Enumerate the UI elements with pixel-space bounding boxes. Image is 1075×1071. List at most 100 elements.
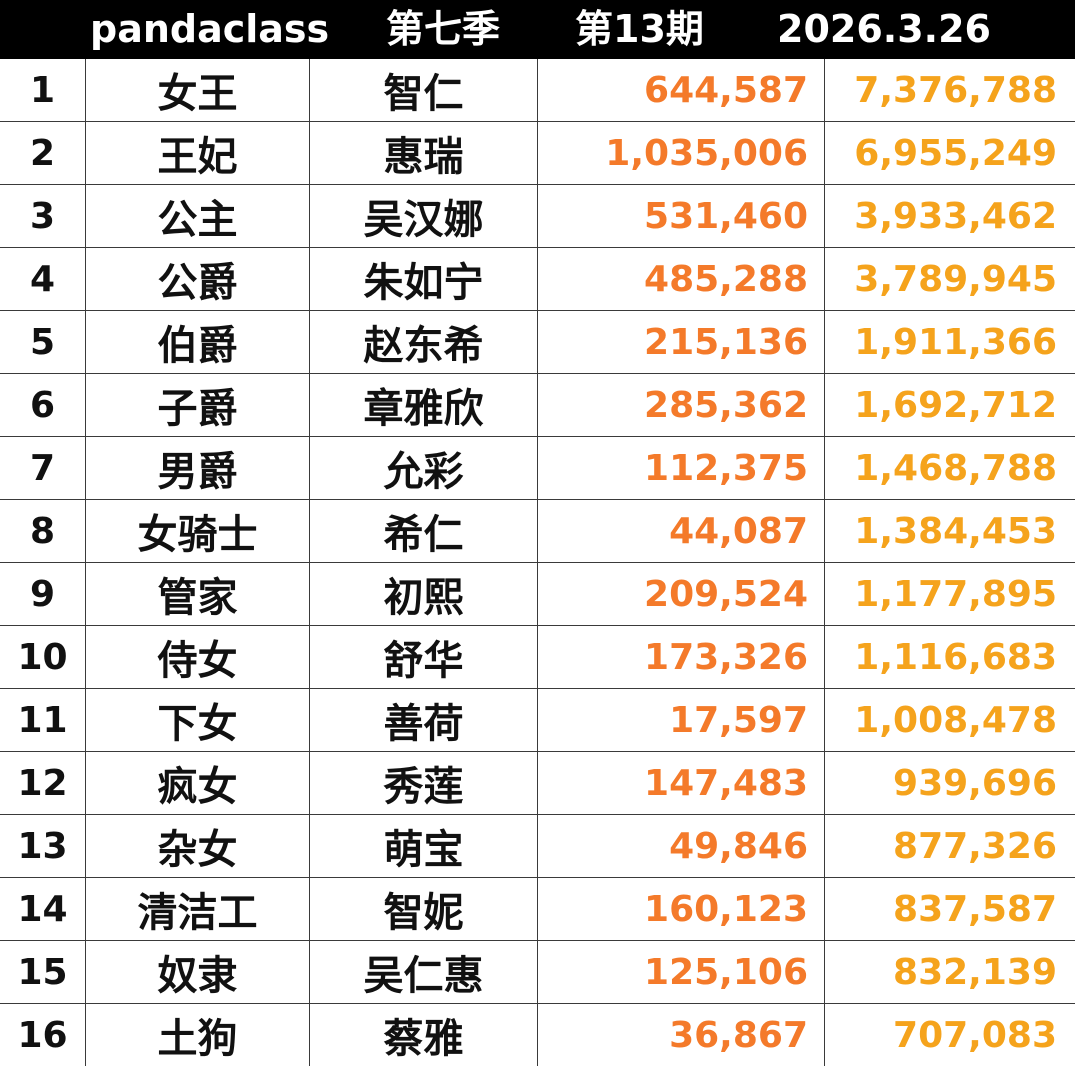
rank-cell: 6: [0, 373, 86, 437]
name-cell: 萌宝: [309, 814, 538, 878]
total-points-cell: 1,692,712: [824, 373, 1075, 437]
name-cell: 初熙: [309, 562, 538, 626]
total-points-cell: 6,955,249: [824, 121, 1075, 185]
name-cell: 秀莲: [309, 751, 538, 815]
date-label: 2026.3.26: [777, 7, 991, 51]
rank-cell: 16: [0, 1003, 86, 1066]
name-cell: 允彩: [309, 436, 538, 500]
rank-cell: 1: [0, 59, 86, 122]
rank-cell: 12: [0, 751, 86, 815]
title-cell: 女骑士: [85, 499, 310, 563]
total-points-cell: 707,083: [893, 1014, 1057, 1056]
episode-points-cell: 36,867: [537, 1003, 825, 1066]
episode-points-cell: 17,597: [537, 688, 825, 752]
name-cell: 智仁: [309, 59, 538, 122]
title-cell: 杂女: [85, 814, 310, 878]
rank-cell: 9: [0, 562, 86, 626]
table-row: 11 下女 善荷 17,597 1,008,478: [0, 688, 1075, 752]
episode-points-cell: 44,087: [537, 499, 825, 563]
episode-points-cell: 1,035,006: [537, 121, 825, 185]
name-cell: 希仁: [309, 499, 538, 563]
rank-cell: 13: [0, 814, 86, 878]
title-cell: 奴隶: [85, 940, 310, 1004]
total-points-cell: 1,116,683: [824, 625, 1075, 689]
rank-cell: 7: [0, 436, 86, 500]
total-points-cell: 1,177,895: [824, 562, 1075, 626]
total-points-cell: 1,008,478: [824, 688, 1075, 752]
episode-points-cell: 160,123: [537, 877, 825, 941]
rank-cell: 8: [0, 499, 86, 563]
rank-cell: 2: [0, 121, 86, 185]
table-row: 8 女骑士 希仁 44,087 1,384,453: [0, 499, 1075, 563]
title-cell: 下女: [85, 688, 310, 752]
table-row: 3 公主 吴汉娜 531,460 3,933,462: [0, 184, 1075, 248]
name-cell: 惠瑞: [309, 121, 538, 185]
table-row: 14 清洁工 智妮 160,123 837,587: [0, 877, 1075, 941]
table-row: 7 男爵 允彩 112,375 1,468,788: [0, 436, 1075, 500]
name-cell: 善荷: [309, 688, 538, 752]
total-points-cell: 3,789,945: [824, 247, 1075, 311]
rank-cell: 5: [0, 310, 86, 374]
episode-points-cell: 49,846: [537, 814, 825, 878]
name-cell: 蔡雅: [309, 1003, 538, 1066]
rank-cell: 10: [0, 625, 86, 689]
title-cell: 女王: [85, 59, 310, 122]
rank-cell: 3: [0, 184, 86, 248]
rank-cell: 11: [0, 688, 86, 752]
title-cell: 公主: [85, 184, 310, 248]
title-cell: 王妃: [85, 121, 310, 185]
episode-points-cell: 285,362: [537, 373, 825, 437]
episode-points-cell: 485,288: [537, 247, 825, 311]
table-row: 10 侍女 舒华 173,326 1,116,683: [0, 625, 1075, 689]
total-points-cell: 7,376,788: [824, 59, 1075, 122]
episode-points-cell: 215,136: [537, 310, 825, 374]
title-cell: 侍女: [85, 625, 310, 689]
table-row: 13 杂女 萌宝 49,846 877,326: [0, 814, 1075, 878]
title-cell: 清洁工: [85, 877, 310, 941]
name-cell: 朱如宁: [309, 247, 538, 311]
total-points-cell: 837,587: [824, 877, 1075, 941]
table-row: 6 子爵 章雅欣 285,362 1,692,712: [0, 373, 1075, 437]
total-points-cell: 877,326: [824, 814, 1075, 878]
title-cell: 伯爵: [85, 310, 310, 374]
name-cell: 吴仁惠: [309, 940, 538, 1004]
table-row: 12 疯女 秀莲 147,483 939,696: [0, 751, 1075, 815]
name-cell: 赵东希: [309, 310, 538, 374]
table-row: 9 管家 初熙 209,524 1,177,895: [0, 562, 1075, 626]
ranking-table: 1 女王 智仁 644,587 7,376,788 2 王妃 惠瑞 1,035,006 6,955…: [0, 59, 1075, 1066]
table-row: 5 伯爵 赵东希 215,136 1,911,366: [0, 310, 1075, 374]
total-points-cell: 1,384,453: [824, 499, 1075, 563]
rank-cell: 14: [0, 877, 86, 941]
table-row: 15 奴隶 吴仁惠 125,106 832,139: [0, 940, 1075, 1004]
episode-points-cell: 209,524: [537, 562, 825, 626]
episode-points-cell: 112,375: [537, 436, 825, 500]
episode-points-cell: 644,587: [537, 59, 825, 122]
season-label: 第七季: [386, 7, 501, 51]
title-cell: 男爵: [85, 436, 310, 500]
rank-cell: 15: [0, 940, 86, 1004]
title-cell: 公爵: [85, 247, 310, 311]
name-cell: 智妮: [309, 877, 538, 941]
name-cell: 舒华: [309, 625, 538, 689]
title-cell: 子爵: [85, 373, 310, 437]
total-points-cell: 832,139: [824, 940, 1075, 1004]
title-cell: 管家: [85, 562, 310, 626]
total-points-cell: 3,933,462: [824, 184, 1075, 248]
total-points-cell: 939,696: [824, 751, 1075, 815]
episode-points-cell: 173,326: [537, 625, 825, 689]
table-row: 16 土狗 蔡雅 36,867 707,083: [0, 1003, 1075, 1066]
total-points-cell: 1,468,788: [824, 436, 1075, 500]
table-row: 2 王妃 惠瑞 1,035,006 6,955,249: [0, 121, 1075, 185]
name-cell: 章雅欣: [309, 373, 538, 437]
episode-label: 第13期: [575, 7, 704, 51]
total-points-cell: 1,911,366: [824, 310, 1075, 374]
episode-points-cell: 147,483: [537, 751, 825, 815]
rank-cell: 4: [0, 247, 86, 311]
name-cell: 吴汉娜: [309, 184, 538, 248]
brand-label: pandaclass: [90, 7, 330, 51]
header-bar: pandaclass 第七季 第13期 2026.3.26: [0, 0, 1075, 59]
table-row: 1 女王 智仁 644,587 7,376,788: [0, 59, 1075, 122]
table-row: 4 公爵 朱如宁 485,288 3,789,945: [0, 247, 1075, 311]
episode-points-cell: 125,106: [537, 940, 825, 1004]
title-cell: 疯女: [85, 751, 310, 815]
